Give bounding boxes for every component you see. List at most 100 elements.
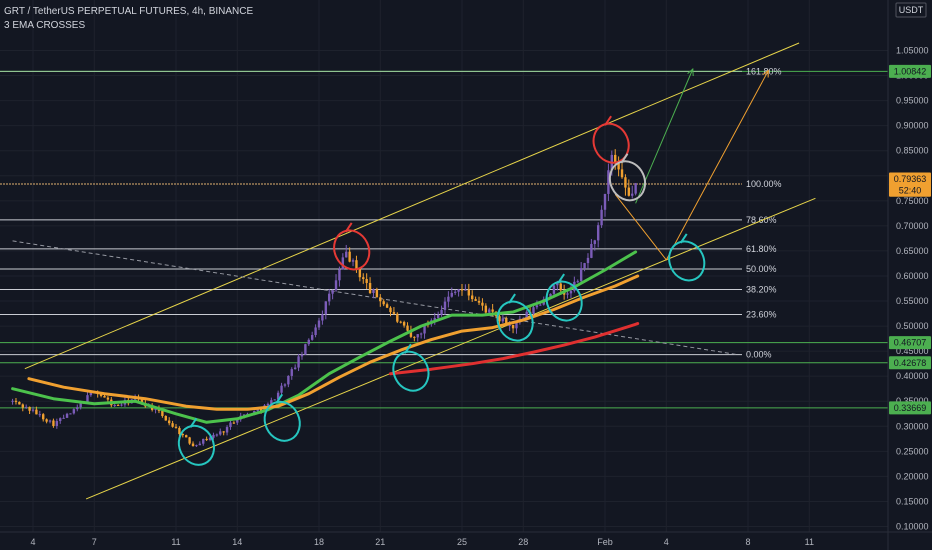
candle-body bbox=[375, 289, 379, 298]
projection-path[interactable] bbox=[614, 70, 769, 261]
candle-body bbox=[406, 325, 409, 331]
candle-body bbox=[232, 422, 236, 424]
price-tick-label: 0.65000 bbox=[896, 246, 929, 256]
candle-body bbox=[161, 410, 164, 416]
annotation-ellipse[interactable] bbox=[173, 420, 221, 471]
annotation-tick bbox=[620, 153, 629, 164]
candle-body bbox=[409, 330, 413, 337]
candle-body bbox=[600, 209, 603, 226]
candle-body bbox=[447, 296, 450, 302]
candle-body bbox=[116, 404, 120, 406]
channel-line-upper[interactable] bbox=[24, 42, 800, 370]
fib-level-label: 78.60% bbox=[746, 215, 777, 225]
fib-retracement[interactable]: 0.00% 23.60% 38.20% 50.00% 61.80% 78.60% 100.0… bbox=[0, 66, 782, 360]
price-tag-box bbox=[889, 401, 931, 415]
annotations[interactable] bbox=[173, 115, 711, 471]
candle-body bbox=[341, 257, 345, 270]
price-tick-label: 0.55000 bbox=[896, 296, 929, 306]
annotation-tick bbox=[404, 343, 412, 354]
annotation-ellipse[interactable] bbox=[491, 296, 539, 347]
projection-arrowhead bbox=[687, 67, 694, 77]
candle-body bbox=[321, 314, 324, 321]
candle-body bbox=[586, 257, 590, 264]
candle-body bbox=[549, 293, 552, 298]
candle-body bbox=[52, 420, 55, 426]
candle-body bbox=[270, 400, 273, 404]
price-tick-label: 0.75000 bbox=[896, 196, 929, 206]
dashed-trend-line[interactable] bbox=[12, 240, 738, 356]
price-tick-label: 0.25000 bbox=[896, 446, 929, 456]
series-line-ema_fast bbox=[11, 250, 638, 424]
candle-body bbox=[348, 251, 351, 262]
time-tick-label: 25 bbox=[457, 537, 467, 547]
fib-level-label: 23.60% bbox=[746, 310, 777, 320]
time-tick-label: 18 bbox=[314, 537, 324, 547]
candle-body bbox=[62, 417, 65, 419]
candle-body bbox=[453, 291, 457, 293]
candle-body bbox=[338, 269, 341, 281]
candle-body bbox=[31, 409, 35, 411]
indicator-label[interactable]: 3 EMA CROSSES bbox=[4, 20, 86, 31]
annotation-ellipse[interactable] bbox=[663, 236, 711, 287]
time-tick-label: Feb bbox=[597, 537, 613, 547]
candle-body bbox=[198, 443, 202, 446]
price-tag: 0.33669 bbox=[889, 401, 931, 415]
candle-body bbox=[35, 409, 38, 415]
price-tag-label: USDT bbox=[899, 5, 924, 15]
candle-body bbox=[511, 324, 515, 329]
time-axis[interactable]: 4 7 11 14 18 21 25 28 Feb 4 8 11 bbox=[30, 537, 813, 547]
candle-body bbox=[460, 289, 464, 291]
channel-lines[interactable] bbox=[12, 42, 816, 500]
candle-body bbox=[215, 434, 219, 436]
candle-body bbox=[484, 305, 488, 313]
annotation-ellipse[interactable] bbox=[604, 155, 652, 206]
candle-body bbox=[419, 333, 423, 335]
candle-body bbox=[358, 269, 362, 278]
annotation-ellipse[interactable] bbox=[328, 225, 376, 276]
annotation-ellipse[interactable] bbox=[258, 396, 306, 447]
price-tick-label: 0.45000 bbox=[896, 346, 929, 356]
candle-body bbox=[297, 356, 300, 368]
candle-body bbox=[634, 183, 637, 194]
annotation-tick bbox=[679, 233, 688, 244]
annotation-ellipse[interactable] bbox=[387, 346, 435, 397]
candle-body bbox=[79, 402, 82, 408]
candle-body bbox=[191, 443, 195, 446]
candle-body bbox=[202, 438, 205, 444]
candle-body bbox=[69, 413, 72, 415]
channel-line-lower[interactable] bbox=[85, 197, 816, 500]
candle-body bbox=[167, 420, 171, 424]
price-tag-box bbox=[889, 183, 931, 197]
candle-body bbox=[11, 400, 14, 402]
candle-body bbox=[55, 421, 59, 426]
annotation-tick bbox=[557, 273, 565, 284]
price-tick-label: 0.20000 bbox=[896, 471, 929, 481]
candle-body bbox=[28, 406, 31, 411]
price-tag-box bbox=[895, 2, 927, 18]
candle-body bbox=[467, 289, 471, 296]
candle-body bbox=[362, 277, 365, 280]
ema-lines bbox=[11, 250, 640, 424]
series-line-ema_mid bbox=[27, 274, 640, 411]
candle-body bbox=[624, 177, 627, 188]
candle-body bbox=[392, 312, 396, 314]
candle-body bbox=[436, 314, 440, 319]
price-tag: 0.79363 bbox=[889, 172, 931, 186]
candle-body bbox=[607, 170, 610, 194]
candle-body bbox=[399, 321, 402, 323]
candle-body bbox=[208, 437, 212, 441]
candle-body bbox=[539, 304, 542, 306]
candle-body bbox=[569, 290, 573, 294]
candle-body bbox=[620, 169, 624, 178]
annotation-ellipse[interactable] bbox=[540, 276, 588, 327]
candle-body bbox=[287, 375, 290, 385]
candle-body bbox=[491, 309, 494, 312]
candle-body bbox=[382, 301, 385, 305]
candle-body bbox=[99, 393, 103, 396]
candle-body bbox=[174, 426, 178, 428]
fib-level-label: 38.20% bbox=[746, 285, 777, 295]
candle-body bbox=[280, 385, 283, 393]
candle-body bbox=[171, 423, 174, 427]
